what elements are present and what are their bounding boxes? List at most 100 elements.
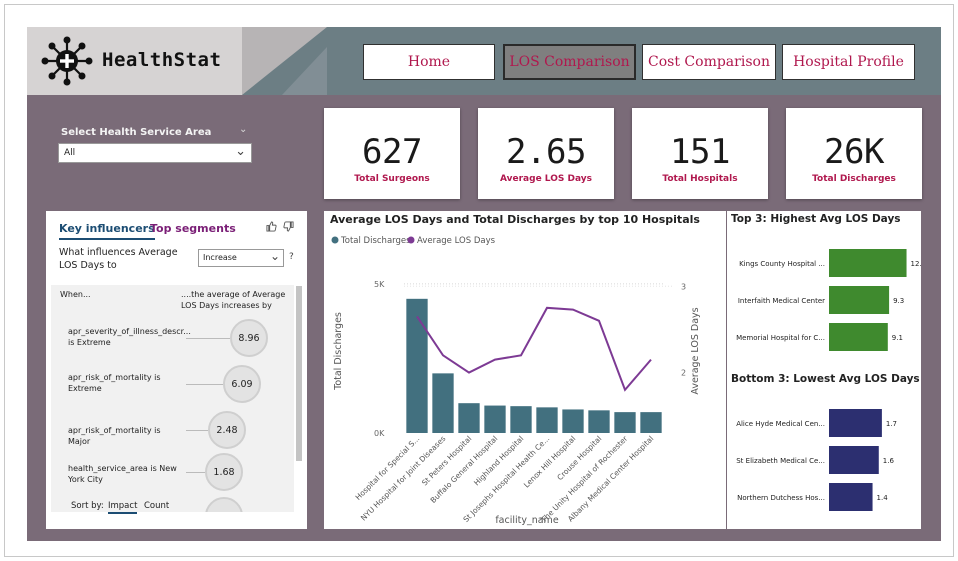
chevron-down-icon: ⌄ — [235, 144, 246, 159]
connector-line — [186, 338, 230, 339]
chevron-down-icon: ⌄ — [269, 249, 280, 263]
legend-label-total-discharges: Total Discharges — [340, 236, 411, 246]
influencer-value-bubble[interactable]: 8.96 — [230, 319, 268, 357]
rank-bar-value: 12.0 — [911, 260, 921, 268]
influencer-value-bubble-partial[interactable] — [205, 497, 243, 512]
thumbs-up-icon[interactable] — [266, 221, 277, 235]
scrollbar[interactable] — [296, 286, 302, 461]
chevron-down-icon[interactable]: ⌄ — [239, 124, 248, 135]
rank-bar — [829, 483, 873, 511]
kpi-label: Total Hospitals — [662, 174, 738, 184]
kpi-value: 627 — [362, 132, 422, 172]
chart-title: Average LOS Days and Total Discharges by… — [330, 213, 700, 226]
then-header: ....the average of Average LOS Days incr… — [181, 290, 286, 310]
nav-los-comparison-button[interactable]: LOS Comparison — [503, 44, 636, 80]
influencer-value-bubble[interactable]: 1.68 — [205, 453, 243, 491]
slicer-label: Select Health Service Area — [61, 127, 212, 138]
sort-count-option[interactable]: Count — [144, 501, 170, 511]
report-canvas: HealthStat Home LOS Comparison Cost Comp… — [27, 27, 941, 541]
connector-line — [186, 384, 223, 385]
los-discharges-chart: Average LOS Days and Total Discharges by… — [324, 211, 726, 529]
influencer-row-text[interactable]: apr_risk_of_mortality is Major — [68, 426, 161, 446]
line-average-los — [416, 306, 652, 392]
dropdown-value: All — [64, 148, 76, 158]
y-tick-label: 5K — [374, 280, 385, 289]
y-tick-label: 0K — [374, 429, 385, 438]
top3-title: Top 3: Highest Avg LOS Days — [731, 213, 901, 225]
kpi-value: 2.65 — [506, 132, 586, 172]
bar-total-discharges — [432, 373, 454, 433]
bar-total-discharges — [588, 410, 610, 433]
nav-hospital-profile-button[interactable]: Hospital Profile — [782, 44, 915, 80]
bar-total-discharges — [484, 405, 506, 433]
kpi-value: 26K — [824, 132, 884, 172]
influencer-value-bubble[interactable]: 6.09 — [223, 365, 261, 403]
combo-chart-svg: Total Discharges Average LOS Days 5K 0K 3 2 To… — [331, 236, 701, 526]
kpi-label: Total Surgeons — [354, 174, 430, 184]
healthstat-logo-icon — [41, 36, 93, 86]
header-decoration — [242, 27, 327, 95]
x-axis-title: facility_name — [495, 515, 559, 526]
influencers-list: When... ....the average of Average LOS D… — [51, 285, 294, 512]
key-influencers-panel: Key influencers Top segments What influe… — [46, 211, 307, 529]
y2-axis-title: Average LOS Days — [690, 307, 701, 394]
app-title: HealthStat — [102, 49, 222, 71]
influencer-row-text[interactable]: health_service_area is New York City — [68, 464, 177, 484]
rank-bar-label: Alice Hyde Medical Cen... — [736, 420, 825, 428]
connector-line — [186, 430, 208, 431]
influencer-row-text[interactable]: apr_risk_of_mortality is Extreme — [68, 373, 161, 393]
sort-impact-option[interactable]: Impact — [108, 501, 138, 514]
tab-key-influencers[interactable]: Key influencers — [59, 222, 155, 240]
rank-bar-value: 9.1 — [892, 334, 903, 342]
tab-top-segments[interactable]: Top segments — [150, 222, 236, 235]
kpi-card-average-los: 2.65 Average LOS Days — [478, 108, 614, 199]
legend-label-average-los: Average LOS Days — [417, 236, 496, 246]
rank-bar-value: 9.3 — [893, 297, 904, 305]
rank-bars-svg: Kings County Hospital ... 12.0 Interfaith … — [736, 249, 921, 511]
rank-bar-value: 1.6 — [883, 457, 895, 465]
bar-total-discharges — [458, 403, 480, 433]
rank-bar — [829, 286, 890, 314]
bar-total-discharges — [640, 412, 662, 433]
connector-line — [186, 472, 205, 473]
rank-bar-label: Kings County Hospital ... — [739, 260, 825, 268]
rank-bar-value: 1.7 — [886, 420, 897, 428]
rank-bar — [829, 409, 882, 437]
rank-bar — [829, 323, 888, 351]
kpi-card-total-surgeons: 627 Total Surgeons — [324, 108, 460, 199]
increase-decrease-dropdown[interactable]: Increase ⌄ — [198, 249, 284, 267]
rank-bar — [829, 249, 907, 277]
dropdown-value: Increase — [203, 253, 237, 262]
legend-dot-total-discharges — [331, 236, 339, 244]
bar-total-discharges — [536, 407, 558, 433]
rank-bar-label: Interfaith Medical Center — [738, 297, 825, 305]
health-service-area-dropdown[interactable]: All ⌄ — [58, 143, 252, 163]
legend-dot-average-los — [407, 236, 415, 244]
influencer-value-bubble[interactable]: 2.48 — [208, 411, 246, 449]
kpi-label: Average LOS Days — [500, 174, 592, 184]
rank-bar — [829, 446, 879, 474]
bottom3-title: Bottom 3: Lowest Avg LOS Days — [731, 373, 920, 385]
top-bottom-3-card: Top 3: Highest Avg LOS Days Bottom 3: Lo… — [727, 211, 921, 529]
y-axis-title: Total Discharges — [333, 312, 344, 391]
influencer-row-text[interactable]: apr_severity_of_illness_descr... is Extr… — [68, 327, 191, 347]
bar-total-discharges — [614, 412, 636, 433]
rank-bar-label: Memorial Hospital for C... — [736, 334, 825, 342]
report-frame: HealthStat Home LOS Comparison Cost Comp… — [4, 4, 954, 557]
thumbs-down-icon[interactable] — [283, 221, 294, 235]
y2-tick-label: 3 — [681, 282, 686, 291]
influencer-question: What influences Average LOS Days to — [59, 247, 178, 271]
nav-cost-comparison-button[interactable]: Cost Comparison — [642, 44, 776, 80]
bar-total-discharges — [562, 409, 584, 433]
kpi-label: Total Discharges — [812, 174, 896, 184]
nav-home-button[interactable]: Home — [363, 44, 495, 80]
help-icon[interactable]: ? — [289, 252, 294, 262]
kpi-card-total-discharges: 26K Total Discharges — [786, 108, 922, 199]
y2-tick-label: 2 — [681, 369, 686, 378]
kpi-card-total-hospitals: 151 Total Hospitals — [632, 108, 768, 199]
rank-bar-label: Northern Dutchess Hos... — [737, 494, 825, 502]
when-header: When... — [60, 290, 91, 299]
kpi-value: 151 — [670, 132, 730, 172]
bar-total-discharges — [406, 298, 428, 433]
bar-total-discharges — [510, 406, 532, 433]
